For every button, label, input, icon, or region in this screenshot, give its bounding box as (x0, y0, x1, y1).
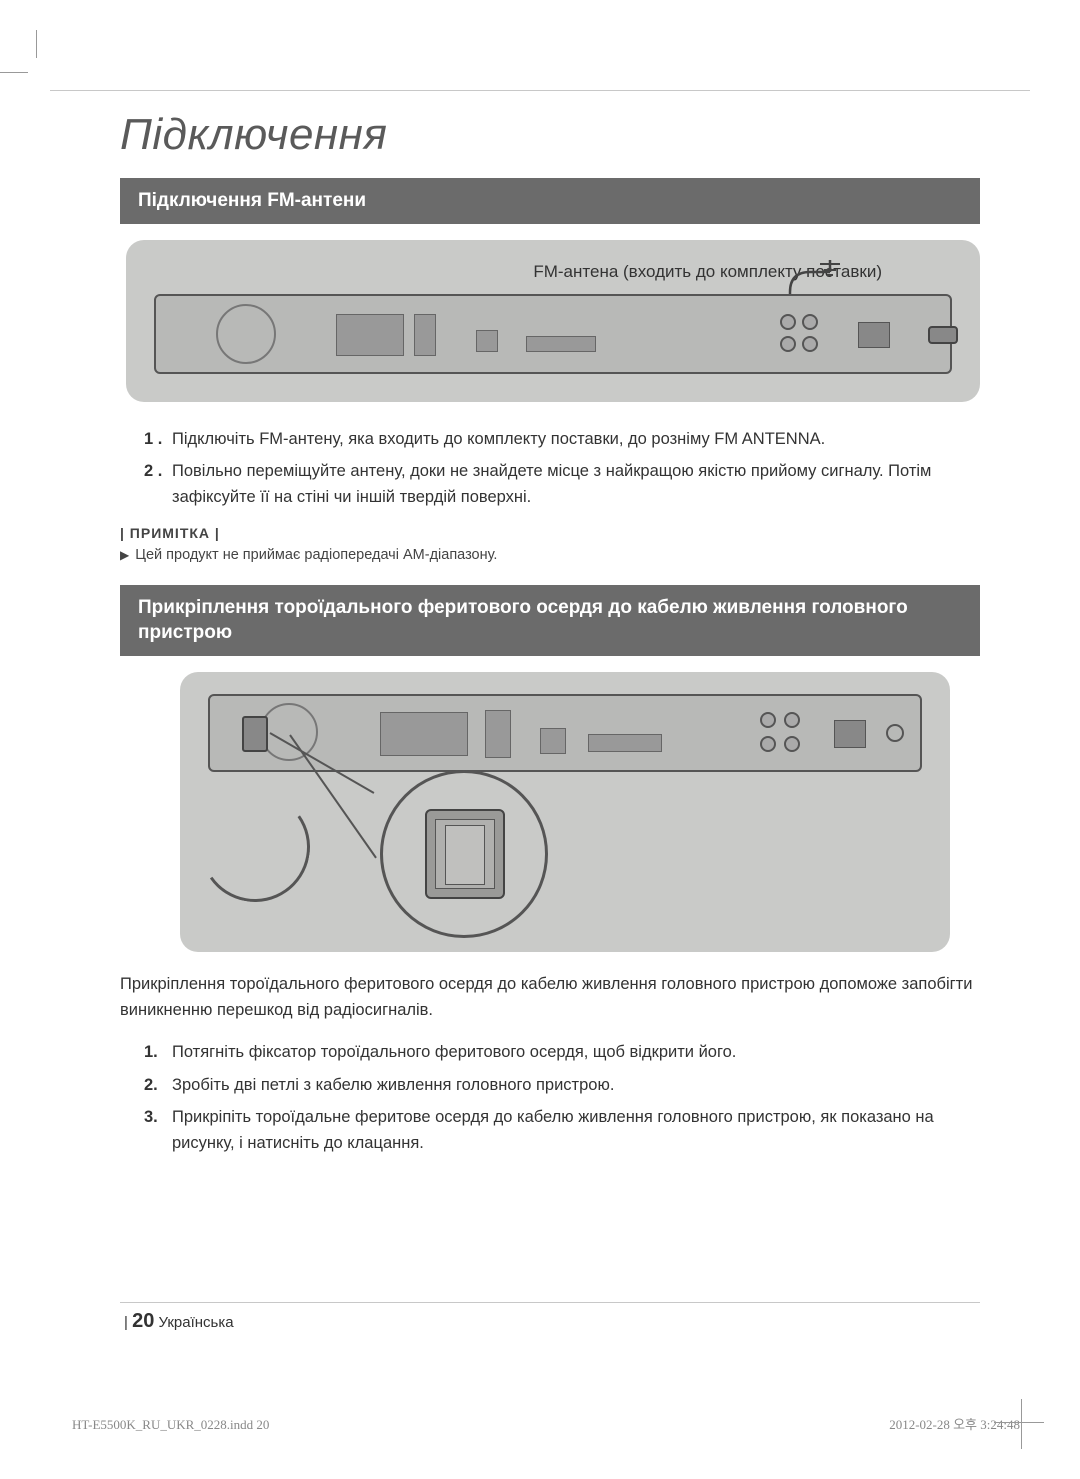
note-text: Цей продукт не приймає радіопередачі AM-… (135, 547, 497, 563)
ferrite-intro: Прикріплення тороїдального феритового ос… (120, 972, 980, 1023)
step-text: Прикріпіть тороїдальне феритове осердя д… (172, 1104, 980, 1157)
step-text: Потягніть фіксатор тороїдального феритов… (172, 1039, 980, 1065)
section-heading-ferrite: Прикріплення тороїдального феритового ос… (120, 585, 980, 656)
footer-rule (120, 1302, 980, 1303)
list-item: 2 . Повільно переміщуйте антену, доки не… (144, 458, 980, 511)
triangle-icon: ▶ (120, 548, 129, 562)
step-number: 3. (144, 1104, 172, 1157)
step-text: Підключіть FM-антену, яка входить до ком… (172, 426, 980, 452)
page-sep: | (124, 1314, 132, 1331)
note-label: | ПРИМІТКА | (120, 525, 980, 541)
step-number: 1. (144, 1039, 172, 1065)
callout-circle (380, 770, 548, 938)
list-item: 1 . Підключіть FM-антену, яка входить до… (144, 426, 980, 452)
ferrite-diagram (180, 672, 950, 952)
page-language: Українська (159, 1314, 234, 1331)
section-heading-fm: Підключення FM-антени (120, 178, 980, 224)
step-number: 2. (144, 1072, 172, 1098)
page-title: Підключення (120, 110, 980, 160)
list-item: 1. Потягніть фіксатор тороїдального фери… (144, 1039, 980, 1065)
fm-antenna-diagram: FM-антена (входить до комплекту поставки… (126, 240, 980, 402)
build-timestamp: 2012-02-28 오후 3:24:48 (889, 1414, 1020, 1433)
device-rear-panel (154, 294, 952, 374)
ferrite-steps-list: 1. Потягніть фіксатор тороїдального фери… (144, 1039, 980, 1157)
ferrite-core-icon (425, 809, 505, 899)
indd-filename: HT-E5500K_RU_UKR_0228.indd 20 (72, 1417, 269, 1433)
list-item: 3. Прикріпіть тороїдальне феритове осерд… (144, 1104, 980, 1157)
page-number: | 20 Українська (124, 1310, 234, 1333)
step-number: 2 . (144, 458, 172, 511)
step-text: Зробіть дві петлі з кабелю живлення голо… (172, 1072, 980, 1098)
list-item: 2. Зробіть дві петлі з кабелю живлення г… (144, 1072, 980, 1098)
note-body: ▶ Цей продукт не приймає радіопередачі AM… (120, 547, 980, 563)
step-number: 1 . (144, 426, 172, 452)
fm-steps-list: 1 . Підключіть FM-антену, яка входить до… (144, 426, 980, 511)
step-text: Повільно переміщуйте антену, доки не зна… (172, 458, 980, 511)
page-number-value: 20 (132, 1310, 154, 1332)
